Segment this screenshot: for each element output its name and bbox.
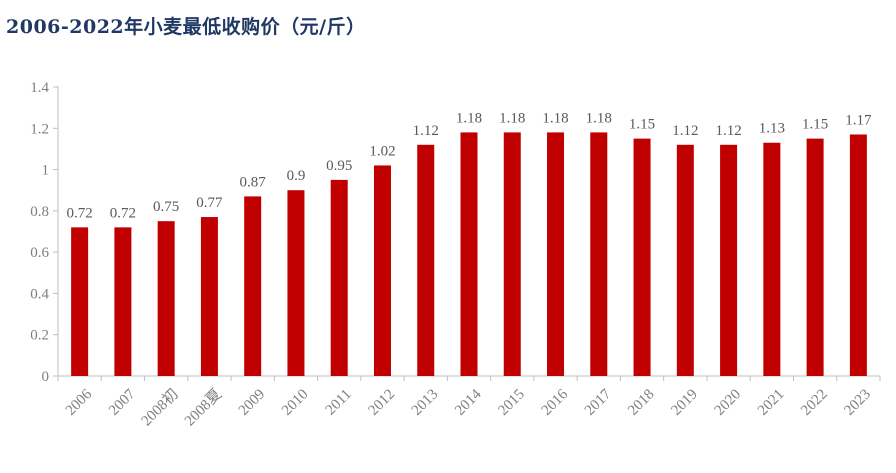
x-tick-label: 2017	[582, 386, 615, 419]
bar	[114, 227, 132, 376]
data-label: 0.9	[287, 168, 306, 184]
data-label: 1.12	[715, 123, 741, 139]
chart-title: 2006-2022年小麦最低收购价（元/斤）	[6, 16, 366, 38]
data-label: 1.17	[845, 112, 872, 128]
data-label: 1.12	[672, 123, 698, 139]
y-tick-label: 1	[42, 163, 50, 179]
y-tick-label: 1.2	[30, 121, 49, 137]
bar	[71, 227, 89, 376]
x-tick-label: 2013	[409, 386, 442, 419]
x-tick-label: 2023	[841, 386, 874, 419]
x-tick-label: 2011	[323, 386, 355, 418]
y-tick-label: 0.6	[30, 245, 49, 261]
data-label: 0.95	[326, 158, 352, 174]
bar	[676, 144, 694, 376]
y-tick-label: 0.2	[30, 328, 49, 344]
x-tick-label: 2020	[712, 386, 745, 419]
data-label: 1.18	[456, 110, 482, 126]
bar	[547, 132, 565, 376]
bar	[373, 165, 391, 376]
data-label: 1.18	[499, 110, 525, 126]
bar	[330, 179, 348, 376]
data-label: 1.02	[369, 143, 395, 159]
data-label: 0.72	[67, 205, 93, 221]
data-label: 1.18	[586, 110, 612, 126]
x-tick-label: 2010	[279, 386, 312, 419]
bar	[849, 134, 867, 376]
y-tick-label: 0.4	[30, 286, 49, 302]
x-tick-label: 2008初	[138, 386, 182, 430]
data-label: 0.77	[196, 195, 223, 211]
bar	[590, 132, 608, 376]
data-label: 1.18	[542, 110, 568, 126]
x-tick-label: 2019	[668, 386, 701, 419]
x-tick-label: 2009	[236, 386, 269, 419]
x-tick-label: 2006	[63, 386, 96, 419]
bar	[417, 144, 435, 376]
bar	[720, 144, 738, 376]
data-label: 1.12	[413, 123, 439, 139]
bar	[157, 221, 175, 376]
bar	[244, 196, 262, 376]
bar	[287, 190, 305, 376]
x-tick-label: 2022	[798, 386, 831, 419]
x-tick-label: 2008夏	[182, 386, 225, 429]
bar	[763, 142, 781, 376]
y-tick-label: 1.4	[30, 80, 49, 96]
x-tick-label: 2012	[366, 386, 399, 419]
x-tick-label: 2016	[539, 386, 572, 419]
bar	[633, 138, 651, 376]
y-tick-label: 0	[42, 369, 50, 385]
bar	[806, 138, 824, 376]
data-label: 0.75	[153, 199, 179, 215]
bar	[503, 132, 521, 376]
y-tick-label: 0.8	[30, 204, 49, 220]
data-label: 0.72	[110, 205, 136, 221]
x-tick-label: 2018	[625, 386, 658, 419]
x-tick-label: 2015	[495, 386, 528, 419]
data-label: 1.15	[629, 117, 655, 133]
data-label: 1.13	[759, 121, 785, 137]
bar	[200, 217, 218, 376]
data-label: 0.87	[240, 174, 267, 190]
data-label: 1.15	[802, 117, 828, 133]
x-tick-label: 2007	[106, 386, 139, 419]
bar	[460, 132, 478, 376]
x-tick-label: 2014	[452, 386, 485, 419]
x-tick-label: 2021	[755, 386, 788, 419]
